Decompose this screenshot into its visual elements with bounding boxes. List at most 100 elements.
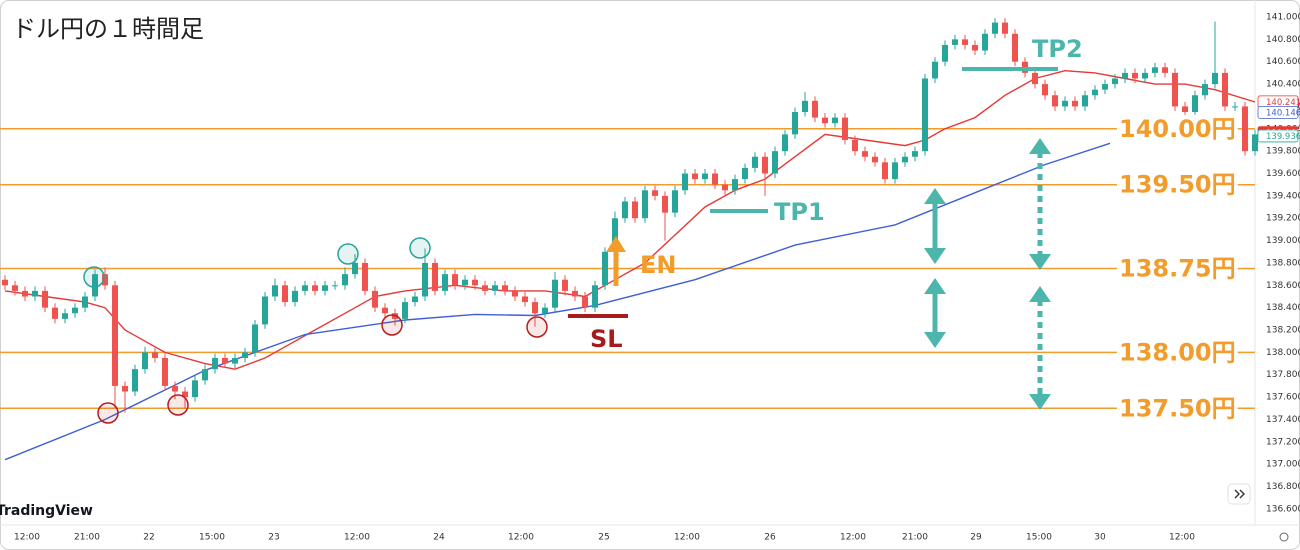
candle-body [222,357,228,364]
candle-body [1072,100,1078,107]
candles-layer [2,18,1258,413]
candle-body [142,352,148,370]
x-tick-label: 21:00 [74,533,100,543]
candle-body [272,285,278,297]
candle-body [72,307,78,314]
candle-body [712,173,718,185]
candle-body [232,357,238,364]
candle-body [552,279,558,308]
candle-body [322,285,328,291]
candle-body [572,290,578,297]
candle-body [1172,72,1178,107]
candle-body [52,307,58,319]
candle-body [902,156,908,163]
x-tick-label: 23 [268,533,279,543]
candle-body [752,156,758,168]
arrow-head [924,188,946,204]
candle-body [62,313,68,319]
candle-body [1242,106,1248,152]
y-tick-label: 137.400 [1266,415,1300,425]
candle-body [1222,72,1228,107]
candle-body [1012,33,1018,62]
candle-body [832,117,838,124]
candle-body [502,285,508,291]
marker-circle [97,402,119,424]
candle-body [1032,72,1038,85]
marker-circle [337,243,359,265]
candle-body [1152,67,1158,73]
levels-layer [0,128,1255,410]
candle-body [652,190,658,196]
x-tick-label: 15:00 [199,533,225,543]
level-label-bg [1117,170,1238,199]
candle-body [2,279,8,286]
candle-body [842,117,848,140]
x-tick-label: 12:00 [508,533,534,543]
x-tick-label: 12:00 [344,533,370,543]
candle-body [972,44,978,51]
x-tick-label: 30 [1094,533,1106,543]
level-label-bg [1117,338,1238,367]
y-tick-label: 140.400 [1266,80,1300,90]
candle-body [1062,100,1068,107]
en-label: EN [640,251,676,279]
candle-body [682,173,688,191]
settings-icon[interactable] [1279,532,1289,542]
y-tick-label: 136.800 [1266,482,1300,492]
x-tick-label: 12:00 [14,533,40,543]
candle-body [742,167,748,180]
arrow-head [1029,286,1051,302]
candle-body [962,39,968,45]
candle-body [642,190,648,219]
ma-layer [4,69,1256,461]
candle-body [492,285,498,291]
x-tick-label: 15:00 [1026,533,1052,543]
candle-body [772,151,778,174]
candle-body [482,285,488,291]
candle-body [452,274,458,286]
candle-body [522,296,528,303]
watermark: TradingView [0,503,93,519]
chart-title: ドル円の１時間足 [12,15,204,43]
candle-body [512,290,518,297]
candle-body [932,61,938,79]
candle-body [262,296,268,325]
candle-body [192,380,198,398]
y-tick-label: 138.800 [1266,258,1300,268]
candle-body [802,100,808,113]
arrow-head [1029,138,1051,154]
marker-circle [83,266,105,288]
candle-body [1232,106,1238,108]
arrow-head [924,248,946,264]
candle-body [412,296,418,303]
candle-body [1092,89,1098,96]
candle-body [1042,84,1048,96]
price-tag [1257,129,1299,143]
arrow-head [1029,394,1051,410]
candle-body [82,296,88,308]
x-tick-label: 26 [764,533,776,543]
candle-body [1162,67,1168,73]
candle-body [822,117,828,124]
candle-body [292,290,298,303]
candle-body [92,274,98,297]
candle-body [22,290,28,297]
candle-body [1002,22,1008,34]
y-tick-label: 138.400 [1266,303,1300,313]
candle-body [952,39,958,45]
candle-body [252,324,258,353]
candle-body [1192,95,1198,113]
sl-label: SL [590,325,623,353]
price-tag-label: 140.241 [1266,98,1300,108]
candle-body [42,290,48,308]
y-tick-label: 140.800 [1266,35,1300,45]
candle-body [562,279,568,291]
candle-body [162,357,168,386]
price-tag [1257,106,1299,119]
candle-body [622,201,628,219]
candle-body [182,391,188,398]
range-arrows [924,138,1051,410]
y-tick-label: 139.800 [1266,147,1300,157]
candle-body [1122,72,1128,79]
